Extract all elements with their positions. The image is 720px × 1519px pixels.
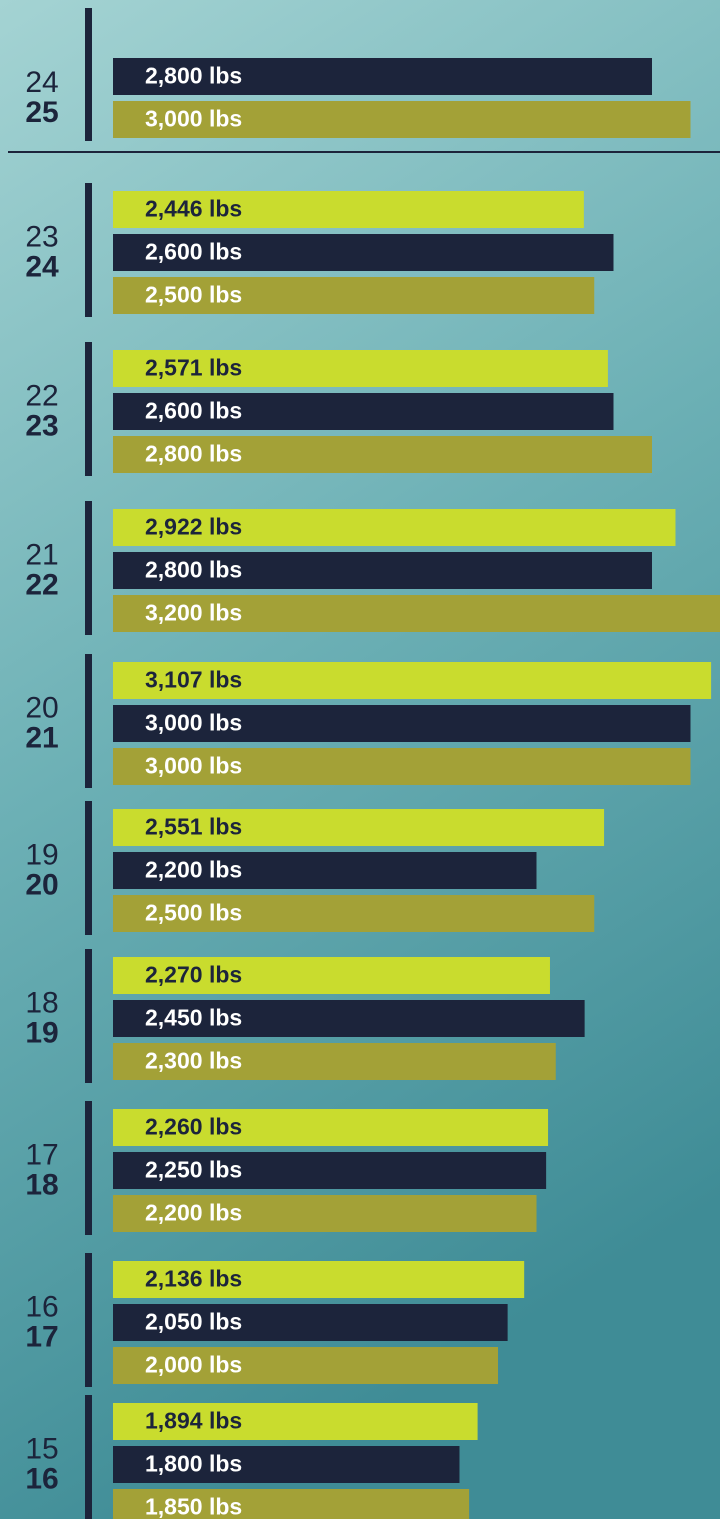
value-label: 2,260 lbs xyxy=(145,1114,242,1140)
value-label: 3,000 lbs xyxy=(145,753,242,779)
value-label: 2,000 lbs xyxy=(145,1352,242,1378)
category-start: 24 xyxy=(25,66,58,99)
category-end: 24 xyxy=(25,250,59,283)
category-start: 18 xyxy=(25,986,58,1019)
value-label: 1,800 lbs xyxy=(145,1451,242,1477)
value-label: 2,922 lbs xyxy=(145,514,242,540)
category-start: 19 xyxy=(25,838,58,871)
category-start: 22 xyxy=(25,379,58,412)
value-label: 2,200 lbs xyxy=(145,857,242,883)
group-rule xyxy=(85,1253,92,1387)
category-end: 22 xyxy=(25,568,58,601)
category-end: 25 xyxy=(25,96,58,129)
value-label: 2,300 lbs xyxy=(145,1048,242,1074)
value-label: 3,000 lbs xyxy=(145,710,242,736)
category-start: 17 xyxy=(25,1138,58,1171)
group-rule xyxy=(85,654,92,788)
value-label: 2,200 lbs xyxy=(145,1200,242,1226)
group-rule xyxy=(85,1101,92,1235)
category-end: 19 xyxy=(25,1016,58,1049)
category-end: 16 xyxy=(25,1462,58,1495)
value-label: 1,894 lbs xyxy=(145,1408,242,1434)
value-label: 2,600 lbs xyxy=(145,239,242,265)
value-label: 2,551 lbs xyxy=(145,814,242,840)
value-label: 3,000 lbs xyxy=(145,106,242,132)
value-label: 1,850 lbs xyxy=(145,1494,242,1519)
group-rule xyxy=(85,801,92,935)
value-label: 2,600 lbs xyxy=(145,398,242,424)
category-end: 18 xyxy=(25,1168,58,1201)
category-start: 20 xyxy=(25,691,58,724)
value-label: 2,250 lbs xyxy=(145,1157,242,1183)
group-rule xyxy=(85,8,92,141)
category-start: 16 xyxy=(25,1290,58,1323)
group-rule xyxy=(85,949,92,1083)
page: 24252,800 lbs3,000 lbs23242,446 lbs2,600… xyxy=(0,0,720,1519)
value-label: 2,450 lbs xyxy=(145,1005,242,1031)
value-label: 2,800 lbs xyxy=(145,441,242,467)
category-start: 15 xyxy=(25,1432,58,1465)
group-rule xyxy=(85,1395,92,1519)
value-label: 2,800 lbs xyxy=(145,63,242,89)
chart: 24252,800 lbs3,000 lbs23242,446 lbs2,600… xyxy=(0,0,720,1519)
category-end: 17 xyxy=(25,1320,58,1353)
value-label: 3,200 lbs xyxy=(145,600,242,626)
category-start: 21 xyxy=(25,538,58,571)
value-label: 2,050 lbs xyxy=(145,1309,242,1335)
value-label: 2,800 lbs xyxy=(145,557,242,583)
value-label: 2,500 lbs xyxy=(145,900,242,926)
value-label: 2,136 lbs xyxy=(145,1266,242,1292)
value-label: 2,446 lbs xyxy=(145,196,242,222)
value-label: 2,500 lbs xyxy=(145,282,242,308)
category-start: 23 xyxy=(25,220,58,253)
value-label: 2,571 lbs xyxy=(145,355,242,381)
category-end: 21 xyxy=(25,721,58,754)
value-label: 2,270 lbs xyxy=(145,962,242,988)
group-rule xyxy=(85,342,92,476)
group-rule xyxy=(85,501,92,635)
group-rule xyxy=(85,183,92,317)
category-end: 20 xyxy=(25,868,58,901)
value-label: 3,107 lbs xyxy=(145,667,242,693)
category-end: 23 xyxy=(25,409,58,442)
